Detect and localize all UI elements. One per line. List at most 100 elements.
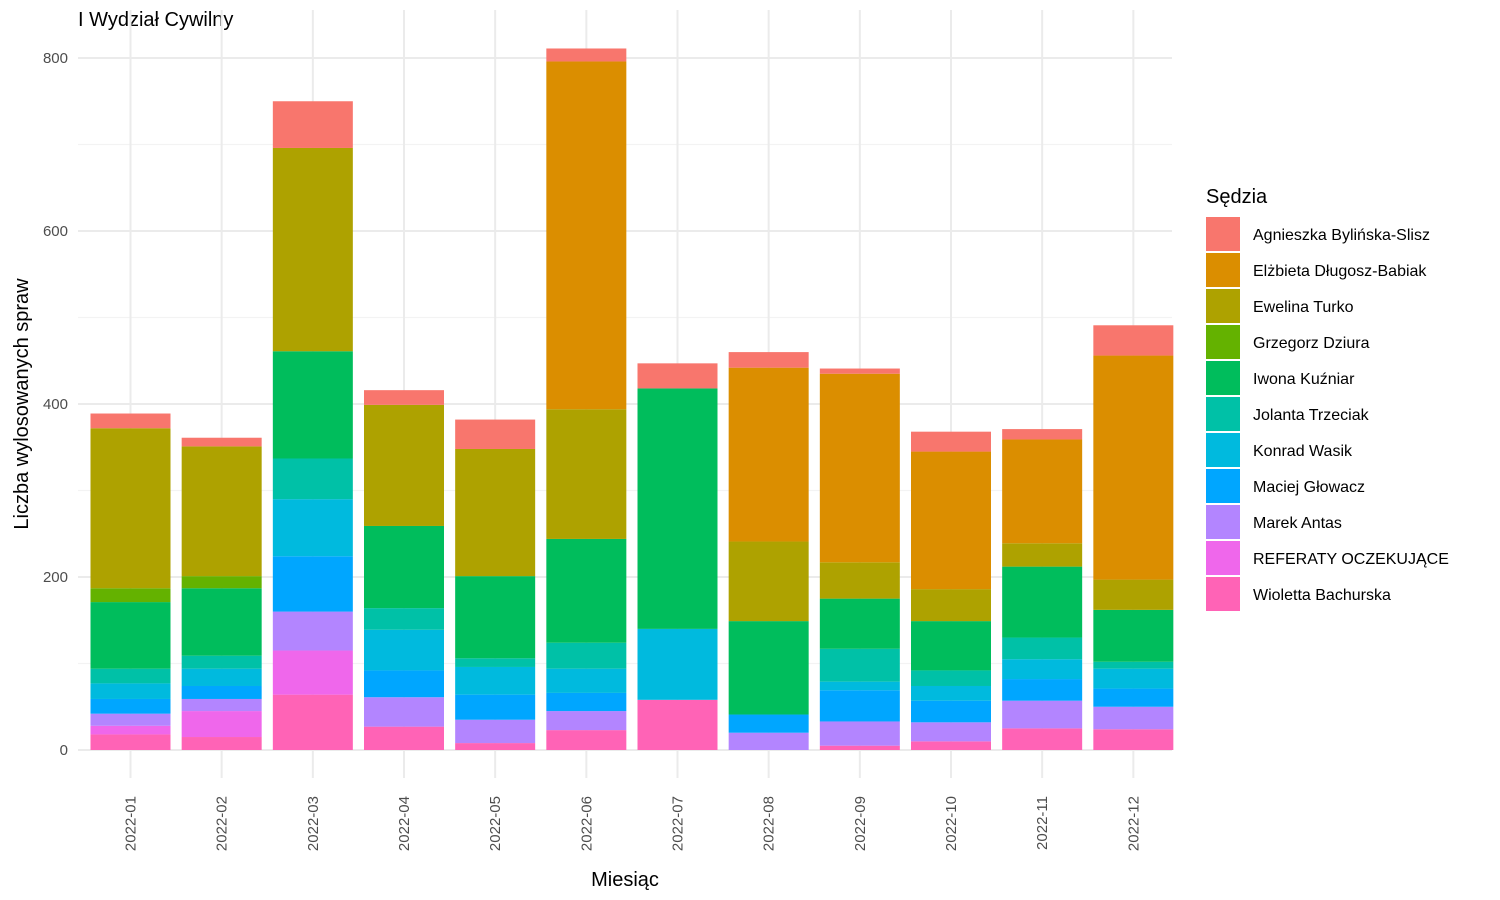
x-tick-label: 2022-09 <box>852 796 869 851</box>
x-tick-label: 2022-03 <box>305 796 322 851</box>
legend-label: Marek Antas <box>1253 515 1342 532</box>
bar-segment <box>1002 679 1083 701</box>
bar-segment <box>911 589 991 622</box>
bar-segment <box>1093 355 1174 580</box>
y-tick-label: 600 <box>43 223 68 240</box>
bar-segment <box>90 725 171 735</box>
bar-segment <box>455 448 536 577</box>
bar-segment <box>819 598 900 649</box>
legend-key <box>1206 541 1240 575</box>
x-tick-label: 2022-05 <box>487 796 504 851</box>
bar-segment <box>1002 429 1083 440</box>
bar-segment <box>911 741 991 750</box>
bar-segment <box>272 351 353 459</box>
legend-key <box>1206 469 1240 503</box>
bar-segment <box>819 562 900 599</box>
bar-segment <box>1093 668 1174 689</box>
bar-segment <box>90 713 171 726</box>
x-tick-label: 2022-01 <box>123 796 140 851</box>
bar-segment <box>455 658 536 667</box>
bar-segment <box>90 588 171 603</box>
bar-segment <box>1002 439 1083 544</box>
bar-segment <box>546 692 627 712</box>
y-tick-label: 400 <box>43 396 68 413</box>
bar-segment <box>364 629 444 671</box>
legend-label: Wioletta Bachurska <box>1253 587 1391 604</box>
bar-segment <box>364 390 444 405</box>
x-tick-label: 2022-06 <box>578 796 595 851</box>
bar-segment <box>546 711 627 731</box>
legend-key <box>1206 433 1240 467</box>
bar-segment <box>455 576 536 659</box>
bar-segment <box>364 525 444 609</box>
bar-segment <box>1093 729 1174 750</box>
bar-segment <box>728 732 809 750</box>
bar-segment <box>819 721 900 746</box>
bar-segment <box>911 670 991 686</box>
bar-segment <box>181 685 262 699</box>
bar-segment <box>90 668 171 684</box>
bar-segment <box>181 437 262 447</box>
x-tick-label: 2022-07 <box>670 796 687 851</box>
y-tick-label: 200 <box>43 569 68 586</box>
legend-label: Ewelina Turko <box>1253 299 1354 316</box>
bar-segment <box>819 690 900 722</box>
legend-key <box>1206 361 1240 395</box>
bar-segment <box>272 556 353 612</box>
bar-segment <box>272 147 353 352</box>
bar-segment <box>1093 706 1174 730</box>
bar-segment <box>546 730 627 750</box>
legend-label: Jolanta Trzeciak <box>1253 407 1370 424</box>
bar-segment <box>181 711 262 738</box>
bar-segment <box>728 714 809 733</box>
bar-segment <box>637 363 718 389</box>
bar-segment <box>181 668 262 686</box>
bar-segment <box>911 685 991 701</box>
bars <box>90 48 1174 750</box>
x-axis-title: Miesiąc <box>591 869 659 891</box>
bar-segment <box>455 666 536 695</box>
bar-segment <box>728 367 809 542</box>
bar-segment <box>455 694 536 720</box>
bar-segment <box>455 743 536 750</box>
bar-segment <box>637 699 718 750</box>
legend-key <box>1206 325 1240 359</box>
bar-segment <box>272 101 353 148</box>
bar-segment <box>455 419 536 449</box>
bar-segment <box>181 698 262 712</box>
bar-segment <box>1093 609 1174 662</box>
legend-label: Konrad Wasik <box>1253 443 1353 460</box>
bar-segment <box>911 451 991 590</box>
bar-segment <box>819 648 900 682</box>
bar-segment <box>272 611 353 651</box>
bar-segment <box>911 621 991 671</box>
bar-segment <box>364 608 444 630</box>
legend-key <box>1206 505 1240 539</box>
x-tick-label: 2022-12 <box>1125 796 1142 851</box>
bar-segment <box>364 697 444 727</box>
bar-segment <box>364 726 444 750</box>
bar-segment <box>272 650 353 695</box>
legend-title: Sędzia <box>1206 186 1268 208</box>
bar-segment <box>272 499 353 557</box>
bar-segment <box>637 628 718 700</box>
y-axis-title: Liczba wylosowanych spraw <box>11 278 33 530</box>
legend-key <box>1206 289 1240 323</box>
bar-segment <box>181 737 262 750</box>
bar-segment <box>455 719 536 744</box>
bar-segment <box>911 700 991 723</box>
bar-segment <box>728 621 809 715</box>
bar-segment <box>364 404 444 526</box>
bar-segment <box>546 668 627 693</box>
bar-segment <box>546 538 627 643</box>
bar-segment <box>90 602 171 669</box>
bar-segment <box>546 409 627 539</box>
chart-title: I Wydział Cywilny <box>78 9 233 31</box>
bar-segment <box>911 722 991 742</box>
bar-segment <box>272 694 353 750</box>
bar-segment <box>1093 661 1174 669</box>
bar-segment <box>546 61 627 410</box>
x-tick-label: 2022-02 <box>214 796 231 851</box>
legend-label: Elżbieta Długosz-Babiak <box>1253 263 1427 280</box>
